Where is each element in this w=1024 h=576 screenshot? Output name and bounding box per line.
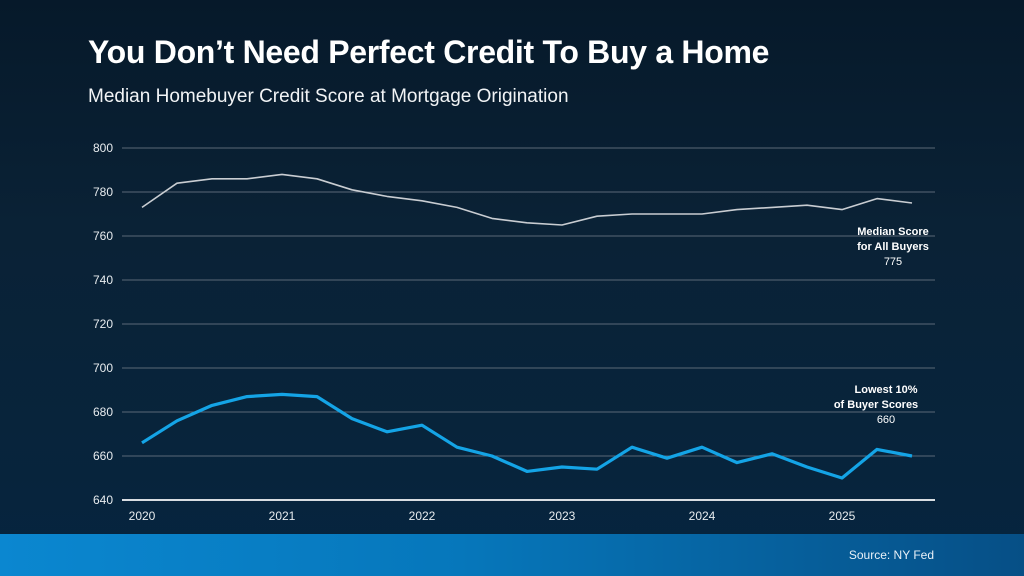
y-tick-label: 660 [93,449,113,463]
lowest-10-line [141,392,913,480]
line-chart: 640 660 680 700 720 740 760 780 800 2020 2021 2022… [93,141,935,523]
x-tick-label: 2020 [129,509,156,523]
y-tick-label: 740 [93,273,113,287]
gridlines [122,147,935,501]
lowest-annotation: Lowest 10% of Buyer Scores 660 [834,384,918,426]
y-tick-label: 780 [93,185,113,199]
footer-band: Source: NY Fed [0,534,1024,576]
lowest-annotation-line1: Lowest 10% [855,384,918,396]
chart-subtitle: Median Homebuyer Credit Score at Mortgag… [88,86,569,107]
x-tick-label: 2023 [549,509,576,523]
x-tick-label: 2022 [409,509,436,523]
median-annotation: Median Score for All Buyers 775 [857,226,929,268]
lowest-annotation-value: 660 [877,414,895,426]
median-score-line [141,173,913,226]
x-axis: 2020 2021 2022 2023 2024 2025 [129,509,856,523]
y-tick-label: 800 [93,141,113,155]
source-label: Source: NY Fed [848,548,934,562]
median-annotation-value: 775 [884,256,902,268]
x-tick-label: 2025 [829,509,856,523]
y-tick-label: 680 [93,405,113,419]
median-annotation-line1: Median Score [857,226,929,238]
median-annotation-line2: for All Buyers [857,241,929,253]
y-tick-label: 720 [93,317,113,331]
y-tick-label: 760 [93,229,113,243]
lowest-annotation-line2: of Buyer Scores [834,399,918,411]
x-tick-label: 2024 [689,509,716,523]
y-tick-label: 700 [93,361,113,375]
chart-title: You Don’t Need Perfect Credit To Buy a H… [88,34,770,70]
y-tick-label: 640 [93,493,113,507]
y-axis: 640 660 680 700 720 740 760 780 800 [93,141,113,507]
x-tick-label: 2021 [269,509,296,523]
